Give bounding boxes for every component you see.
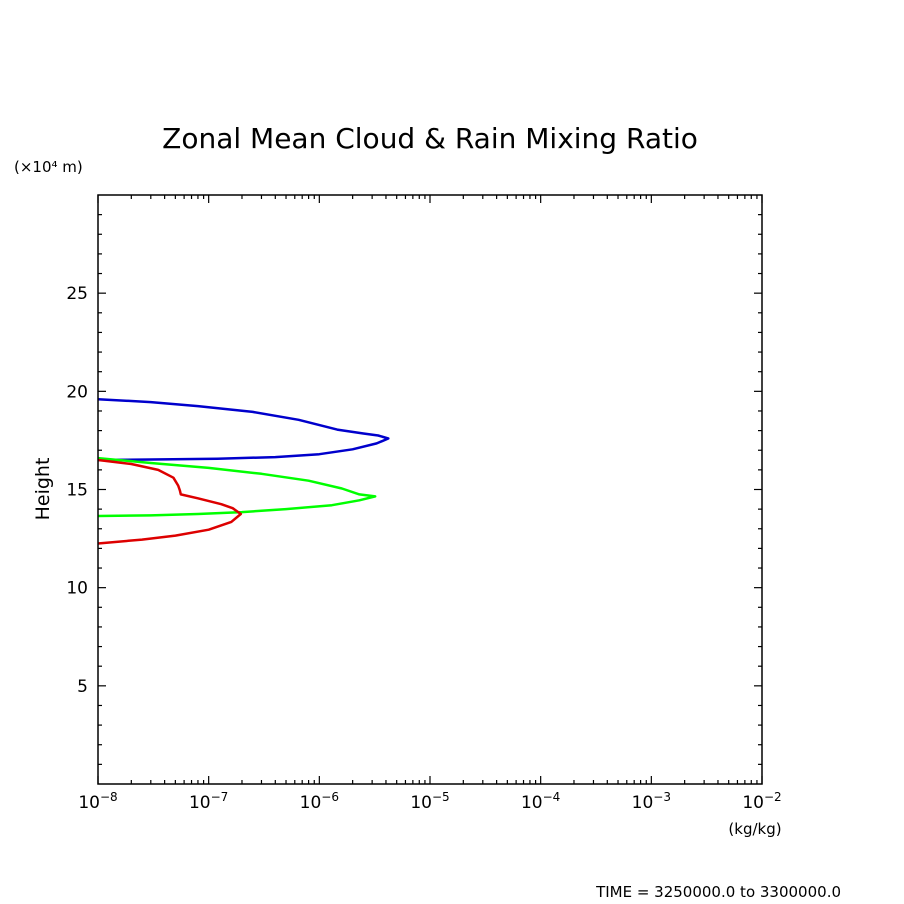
y-tick-label: 5 (77, 677, 88, 697)
y-tick-label: 20 (66, 382, 88, 402)
y-unit-label: (×10⁴ m) (14, 158, 83, 176)
time-range-footer: TIME = 3250000.0 to 3300000.0 (595, 883, 841, 901)
x-tick-label: 10−4 (521, 790, 560, 813)
x-tick-label: 10−8 (78, 790, 117, 813)
x-tick-label: 10−3 (632, 790, 671, 813)
y-axis-label: Height (32, 458, 54, 521)
y-tick-label: 10 (66, 579, 88, 599)
series-line-3 (97, 458, 243, 545)
axis-ticks (97, 195, 763, 784)
x-tick-label: 10−6 (300, 790, 339, 813)
x-unit-label: (kg/kg) (728, 820, 781, 838)
y-tick-label: 15 (66, 481, 88, 501)
axis-tick-labels: 5 10 15 20 25 10−8 10−7 10−6 10−5 10−4 10−3 10−2 (66, 284, 781, 813)
y-tick-label: 25 (66, 284, 88, 304)
x-tick-label: 10−2 (742, 790, 781, 813)
data-series (97, 397, 390, 545)
x-tick-label: 10−7 (189, 790, 228, 813)
series-line-2 (97, 456, 377, 518)
series-line-1 (97, 397, 390, 462)
x-tick-label: 10−5 (410, 790, 449, 813)
chart-title: Zonal Mean Cloud & Rain Mixing Ratio (162, 122, 698, 155)
plot-frame (97, 194, 763, 785)
